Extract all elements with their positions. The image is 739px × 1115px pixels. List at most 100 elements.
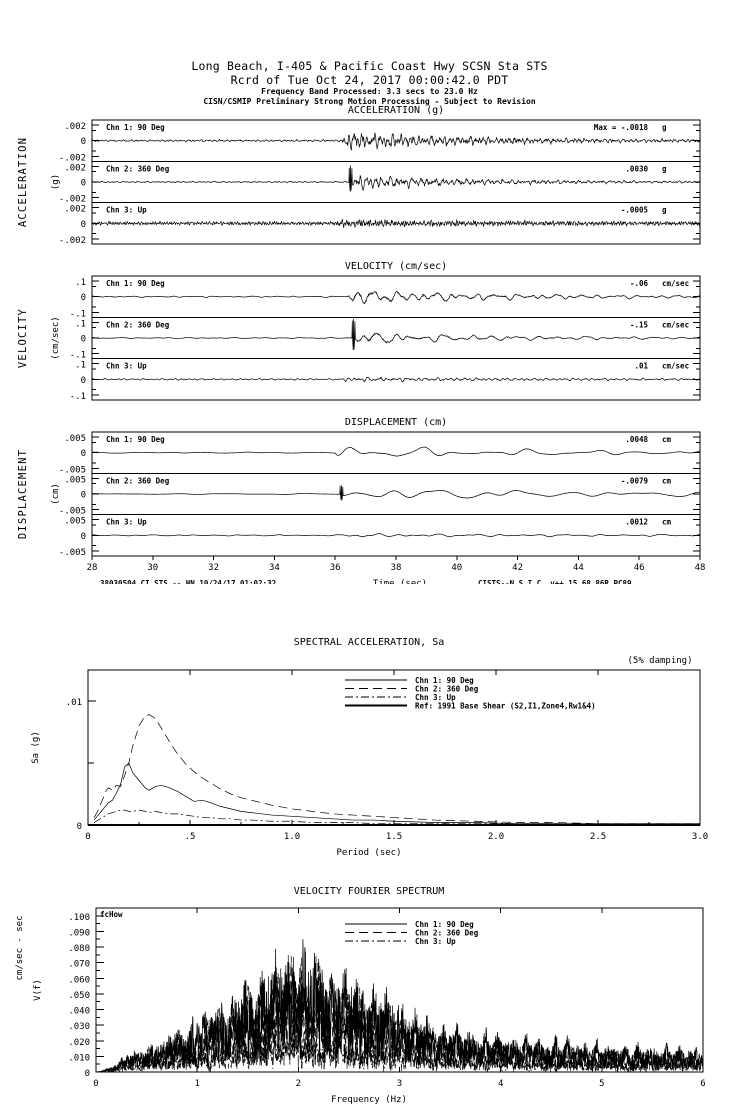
y-tick-label: .002 bbox=[64, 205, 86, 215]
y-tick-label: -.005 bbox=[59, 548, 86, 558]
time-tick-label: 46 bbox=[634, 563, 645, 573]
time-tick-label: 40 bbox=[451, 563, 462, 573]
channel-max-value: .0030 bbox=[625, 164, 648, 173]
y-tick-label: -.005 bbox=[59, 465, 86, 475]
legend-label: Chn 2: 360 Deg bbox=[415, 929, 479, 938]
header-frequency-band-line: Frequency Band Processed: 3.3 secs to 23… bbox=[261, 87, 478, 97]
timeseries-section: ACCELERATION (g) ACCELERATION (g) .002 0 -.00… bbox=[0, 104, 739, 584]
x-tick-label: 2.0 bbox=[488, 832, 504, 842]
record-id-footer: 38030504.CI.STS.--.HN 10/24/17 01:02:32 bbox=[100, 579, 276, 584]
channel-max-unit: cm/sec bbox=[662, 362, 689, 371]
waveform-trace bbox=[91, 533, 701, 538]
channel-label: Chn 2: 360 Deg bbox=[106, 164, 170, 173]
y-tick-label: .040 bbox=[68, 1007, 90, 1017]
panel-unit-label: (cm) bbox=[51, 483, 61, 505]
waveform-trace bbox=[91, 218, 701, 229]
x-tick-label: 1 bbox=[194, 1079, 199, 1089]
channel-max-unit: g bbox=[662, 164, 667, 173]
channel-max-unit: cm bbox=[662, 435, 672, 444]
header-processing-note-line: CISN/CSMIP Preliminary Strong Motion Pro… bbox=[203, 96, 536, 106]
y-tick-label: -.1 bbox=[70, 351, 86, 361]
channel-max-value: -.0079 bbox=[621, 476, 649, 485]
channel-label: Chn 1: 90 Deg bbox=[106, 279, 165, 288]
time-tick-label: 48 bbox=[695, 563, 706, 573]
channel-label: Chn 1: 90 Deg bbox=[106, 435, 165, 444]
timeseries-panel: DISPLACEMENT (cm)DISPLACEMENT (cm).0050-.… bbox=[17, 417, 701, 558]
y-tick-label: .01 bbox=[66, 698, 82, 708]
channel-max-unit: g bbox=[662, 123, 667, 132]
time-axis-label: Time (sec) bbox=[373, 579, 427, 584]
waveform-trace bbox=[91, 376, 701, 383]
y-tick-label: .080 bbox=[68, 944, 90, 954]
legend-label: Chn 1: 90 Deg bbox=[415, 676, 474, 685]
velocity-fourier-section: VELOCITY FOURIER SPECTRUM fcHow 0 1 2 3 4 5 6 0 .0… bbox=[0, 880, 739, 1115]
y-tick-label: -.1 bbox=[70, 309, 86, 319]
y-tick-label: 0 bbox=[81, 220, 86, 230]
waveform-trace bbox=[91, 165, 701, 192]
spectral-acceleration-chart: SPECTRAL ACCELERATION, Sa (5% damping) 0 .5… bbox=[31, 637, 708, 858]
y-tick-label: .1 bbox=[75, 319, 86, 329]
time-tick-label: 36 bbox=[330, 563, 341, 573]
y-tick-label: 0 bbox=[77, 822, 82, 832]
timeseries-panel: ACCELERATION (g)ACCELERATION (g).0020-.00… bbox=[17, 105, 701, 246]
channel-max-unit: cm/sec bbox=[662, 279, 689, 288]
svg-text:DISPLACEMENT (cm): DISPLACEMENT (cm) bbox=[345, 417, 447, 428]
spectrum-series bbox=[93, 714, 700, 825]
channel-label: Chn 2: 360 Deg bbox=[106, 320, 170, 329]
header-record-time-line: Rcrd of Tue Oct 24, 2017 00:00:42.0 PDT bbox=[230, 72, 509, 87]
waveform-trace bbox=[91, 485, 701, 501]
y-tick-label: .1 bbox=[75, 278, 86, 288]
legend-label: Chn 1: 90 Deg bbox=[415, 920, 474, 929]
x-tick-label: 3 bbox=[397, 1079, 402, 1089]
x-tick-label: 2 bbox=[296, 1079, 301, 1089]
x-tick-label: 2.5 bbox=[590, 832, 606, 842]
y-tick-label: .005 bbox=[64, 434, 86, 444]
header-station-line: Long Beach, I-405 & Pacific Coast Hwy SC… bbox=[191, 59, 548, 73]
y-axis-label: V(f) bbox=[33, 979, 43, 1001]
x-tick-label: 0 bbox=[85, 832, 90, 842]
x-tick-label: 1.5 bbox=[386, 832, 402, 842]
y-tick-label: .002 bbox=[64, 122, 86, 132]
y-tick-label: .050 bbox=[68, 991, 90, 1001]
y-axis-unit-label: cm/sec - sec bbox=[15, 915, 25, 980]
time-tick-label: 42 bbox=[512, 563, 523, 573]
panel-unit-label: (g) bbox=[51, 174, 61, 190]
panel-vertical-label: VELOCITY bbox=[17, 308, 29, 368]
x-tick-label: 6 bbox=[700, 1079, 705, 1089]
velocity-fourier-chart: VELOCITY FOURIER SPECTRUM fcHow 0 1 2 3 4 5 6 0 .0… bbox=[15, 886, 706, 1105]
channel-label: Chn 3: Up bbox=[106, 362, 147, 371]
waveform-trace bbox=[91, 446, 701, 457]
channel-label: Chn 3: Up bbox=[106, 518, 147, 527]
legend-label: Chn 2: 360 Deg bbox=[415, 685, 479, 694]
y-tick-label: .090 bbox=[68, 928, 90, 938]
channel-max-unit: cm bbox=[662, 518, 672, 527]
channel-label: Chn 2: 360 Deg bbox=[106, 476, 170, 485]
channel-max-unit: cm bbox=[662, 476, 672, 485]
y-tick-label: -.005 bbox=[59, 507, 86, 517]
y-tick-label: 0 bbox=[81, 179, 86, 189]
panel-unit-label: (cm/sec) bbox=[51, 316, 61, 359]
y-tick-label: .005 bbox=[64, 517, 86, 527]
channel-max-value: Max = -.0018 bbox=[594, 123, 649, 132]
channel-label: Chn 1: 90 Deg bbox=[106, 123, 165, 132]
y-tick-label: .002 bbox=[64, 163, 86, 173]
x-tick-label: 0 bbox=[93, 1079, 98, 1089]
time-tick-label: 44 bbox=[573, 563, 584, 573]
spectrum-series bbox=[93, 762, 700, 825]
time-axis: 28 30 32 34 36 38 40 42 44 46 48 Time (sec) 38030504… bbox=[87, 556, 706, 584]
chart-title: SPECTRAL ACCELERATION, Sa bbox=[294, 637, 445, 648]
y-axis-label: Sa (g) bbox=[31, 731, 41, 764]
y-tick-label: 0 bbox=[85, 1069, 90, 1079]
fourier-series bbox=[95, 1023, 704, 1073]
y-tick-label: .1 bbox=[75, 361, 86, 371]
y-tick-label: .070 bbox=[68, 960, 90, 970]
channel-max-value: -.15 bbox=[630, 320, 648, 329]
y-tick-label: 0 bbox=[81, 449, 86, 459]
x-axis-label: Period (sec) bbox=[336, 848, 401, 858]
y-tick-label: .030 bbox=[68, 1022, 90, 1032]
time-tick-label: 30 bbox=[147, 563, 158, 573]
x-tick-label: 4 bbox=[498, 1079, 503, 1089]
fourier-series bbox=[95, 938, 704, 1073]
y-tick-label: .100 bbox=[68, 913, 90, 923]
processing-version-footer: CISTS--N S_I_C_ v++.15.68.86R PC89 bbox=[478, 579, 632, 584]
